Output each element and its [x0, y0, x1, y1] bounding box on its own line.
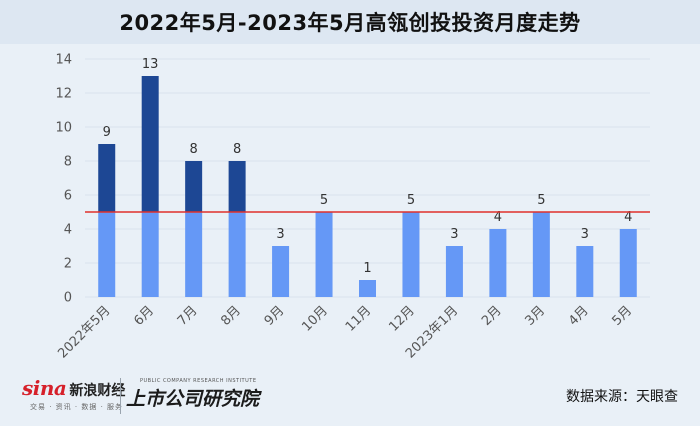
institute-logo-en: PUBLIC COMPANY RESEARCH INSTITUTE: [140, 378, 257, 384]
bar-lower-segment: [315, 212, 333, 297]
title-bar: 2022年5月-2023年5月高瓴创投投资月度走势: [0, 0, 700, 44]
data-label: 3: [276, 227, 284, 242]
x-tick-label: 12月: [386, 303, 417, 334]
y-tick-label: 2: [64, 257, 72, 272]
bar-lower-segment: [489, 229, 507, 297]
data-label: 4: [494, 210, 502, 225]
x-tick-label: 2月: [479, 303, 505, 329]
y-tick-label: 6: [64, 189, 72, 204]
x-tick-label: 8月: [218, 303, 244, 329]
institute-logo-cn: 上市公司研究院: [126, 388, 260, 410]
bar-lower-segment: [402, 212, 420, 297]
x-tick-label: 4月: [566, 303, 592, 329]
bar-upper-segment: [228, 161, 246, 212]
data-label: 5: [320, 193, 328, 208]
bar-upper-segment: [185, 161, 203, 212]
x-tick-label: 11月: [343, 303, 374, 334]
bar-lower-segment: [619, 229, 637, 297]
y-tick-label: 10: [55, 121, 72, 136]
bar-lower-segment: [445, 246, 463, 297]
sina-logo-cn: 新浪财经: [69, 383, 126, 399]
data-label: 8: [233, 142, 241, 157]
x-tick-label: 10月: [299, 303, 330, 334]
data-label: 13: [142, 57, 159, 72]
data-label: 5: [537, 193, 545, 208]
y-tick-label: 0: [64, 291, 72, 306]
bar-chart: 0 2 4 6 8 10 12 14 9 2022年5月 13 6月 8 7月 8 8月 3 9月 5 10月 1 11月…: [55, 53, 650, 361]
bar-lower-segment: [185, 212, 203, 297]
logo-divider: [120, 378, 121, 414]
data-label: 1: [363, 261, 371, 276]
bar-lower-segment: [532, 212, 550, 297]
sina-finance-logo: sina 新浪财经: [22, 376, 125, 400]
data-label: 3: [581, 227, 589, 242]
bar-upper-segment: [98, 144, 116, 212]
bar-lower-segment: [359, 280, 376, 297]
y-tick-label: 14: [55, 53, 72, 68]
sina-logo-subtitle: 交易 · 资讯 · 数据 · 服务: [30, 403, 124, 411]
sina-logo-text: sina: [22, 376, 67, 400]
data-source: 数据来源：天眼查: [566, 389, 678, 405]
institute-logo: PUBLIC COMPANY RESEARCH INSTITUTE 上市公司研究…: [126, 378, 259, 411]
x-tick-label: 6月: [131, 303, 157, 329]
bar-upper-segment: [141, 76, 159, 212]
bar-lower-segment: [141, 212, 159, 297]
bar-lower-segment: [576, 246, 594, 297]
x-tick-label: 5月: [609, 303, 635, 329]
bar-lower-segment: [98, 212, 116, 297]
bar-lower-segment: [228, 212, 246, 297]
x-tick-label: 7月: [175, 303, 201, 329]
data-label: 3: [450, 227, 458, 242]
data-label: 5: [407, 193, 415, 208]
footer: sina 新浪财经 交易 · 资讯 · 数据 · 服务 PUBLIC COMPA…: [0, 368, 700, 426]
data-label: 4: [624, 210, 632, 225]
data-label: 8: [190, 142, 198, 157]
bar-lower-segment: [272, 246, 290, 297]
x-tick-label: 3月: [523, 303, 549, 329]
chart-title: 2022年5月-2023年5月高瓴创投投资月度走势: [119, 11, 581, 35]
y-tick-label: 12: [55, 87, 72, 102]
y-tick-label: 4: [64, 223, 72, 238]
data-label: 9: [103, 125, 111, 140]
x-tick-label: 9月: [262, 303, 288, 329]
x-tick-label: 2022年5月: [55, 303, 113, 361]
y-tick-label: 8: [64, 155, 72, 170]
